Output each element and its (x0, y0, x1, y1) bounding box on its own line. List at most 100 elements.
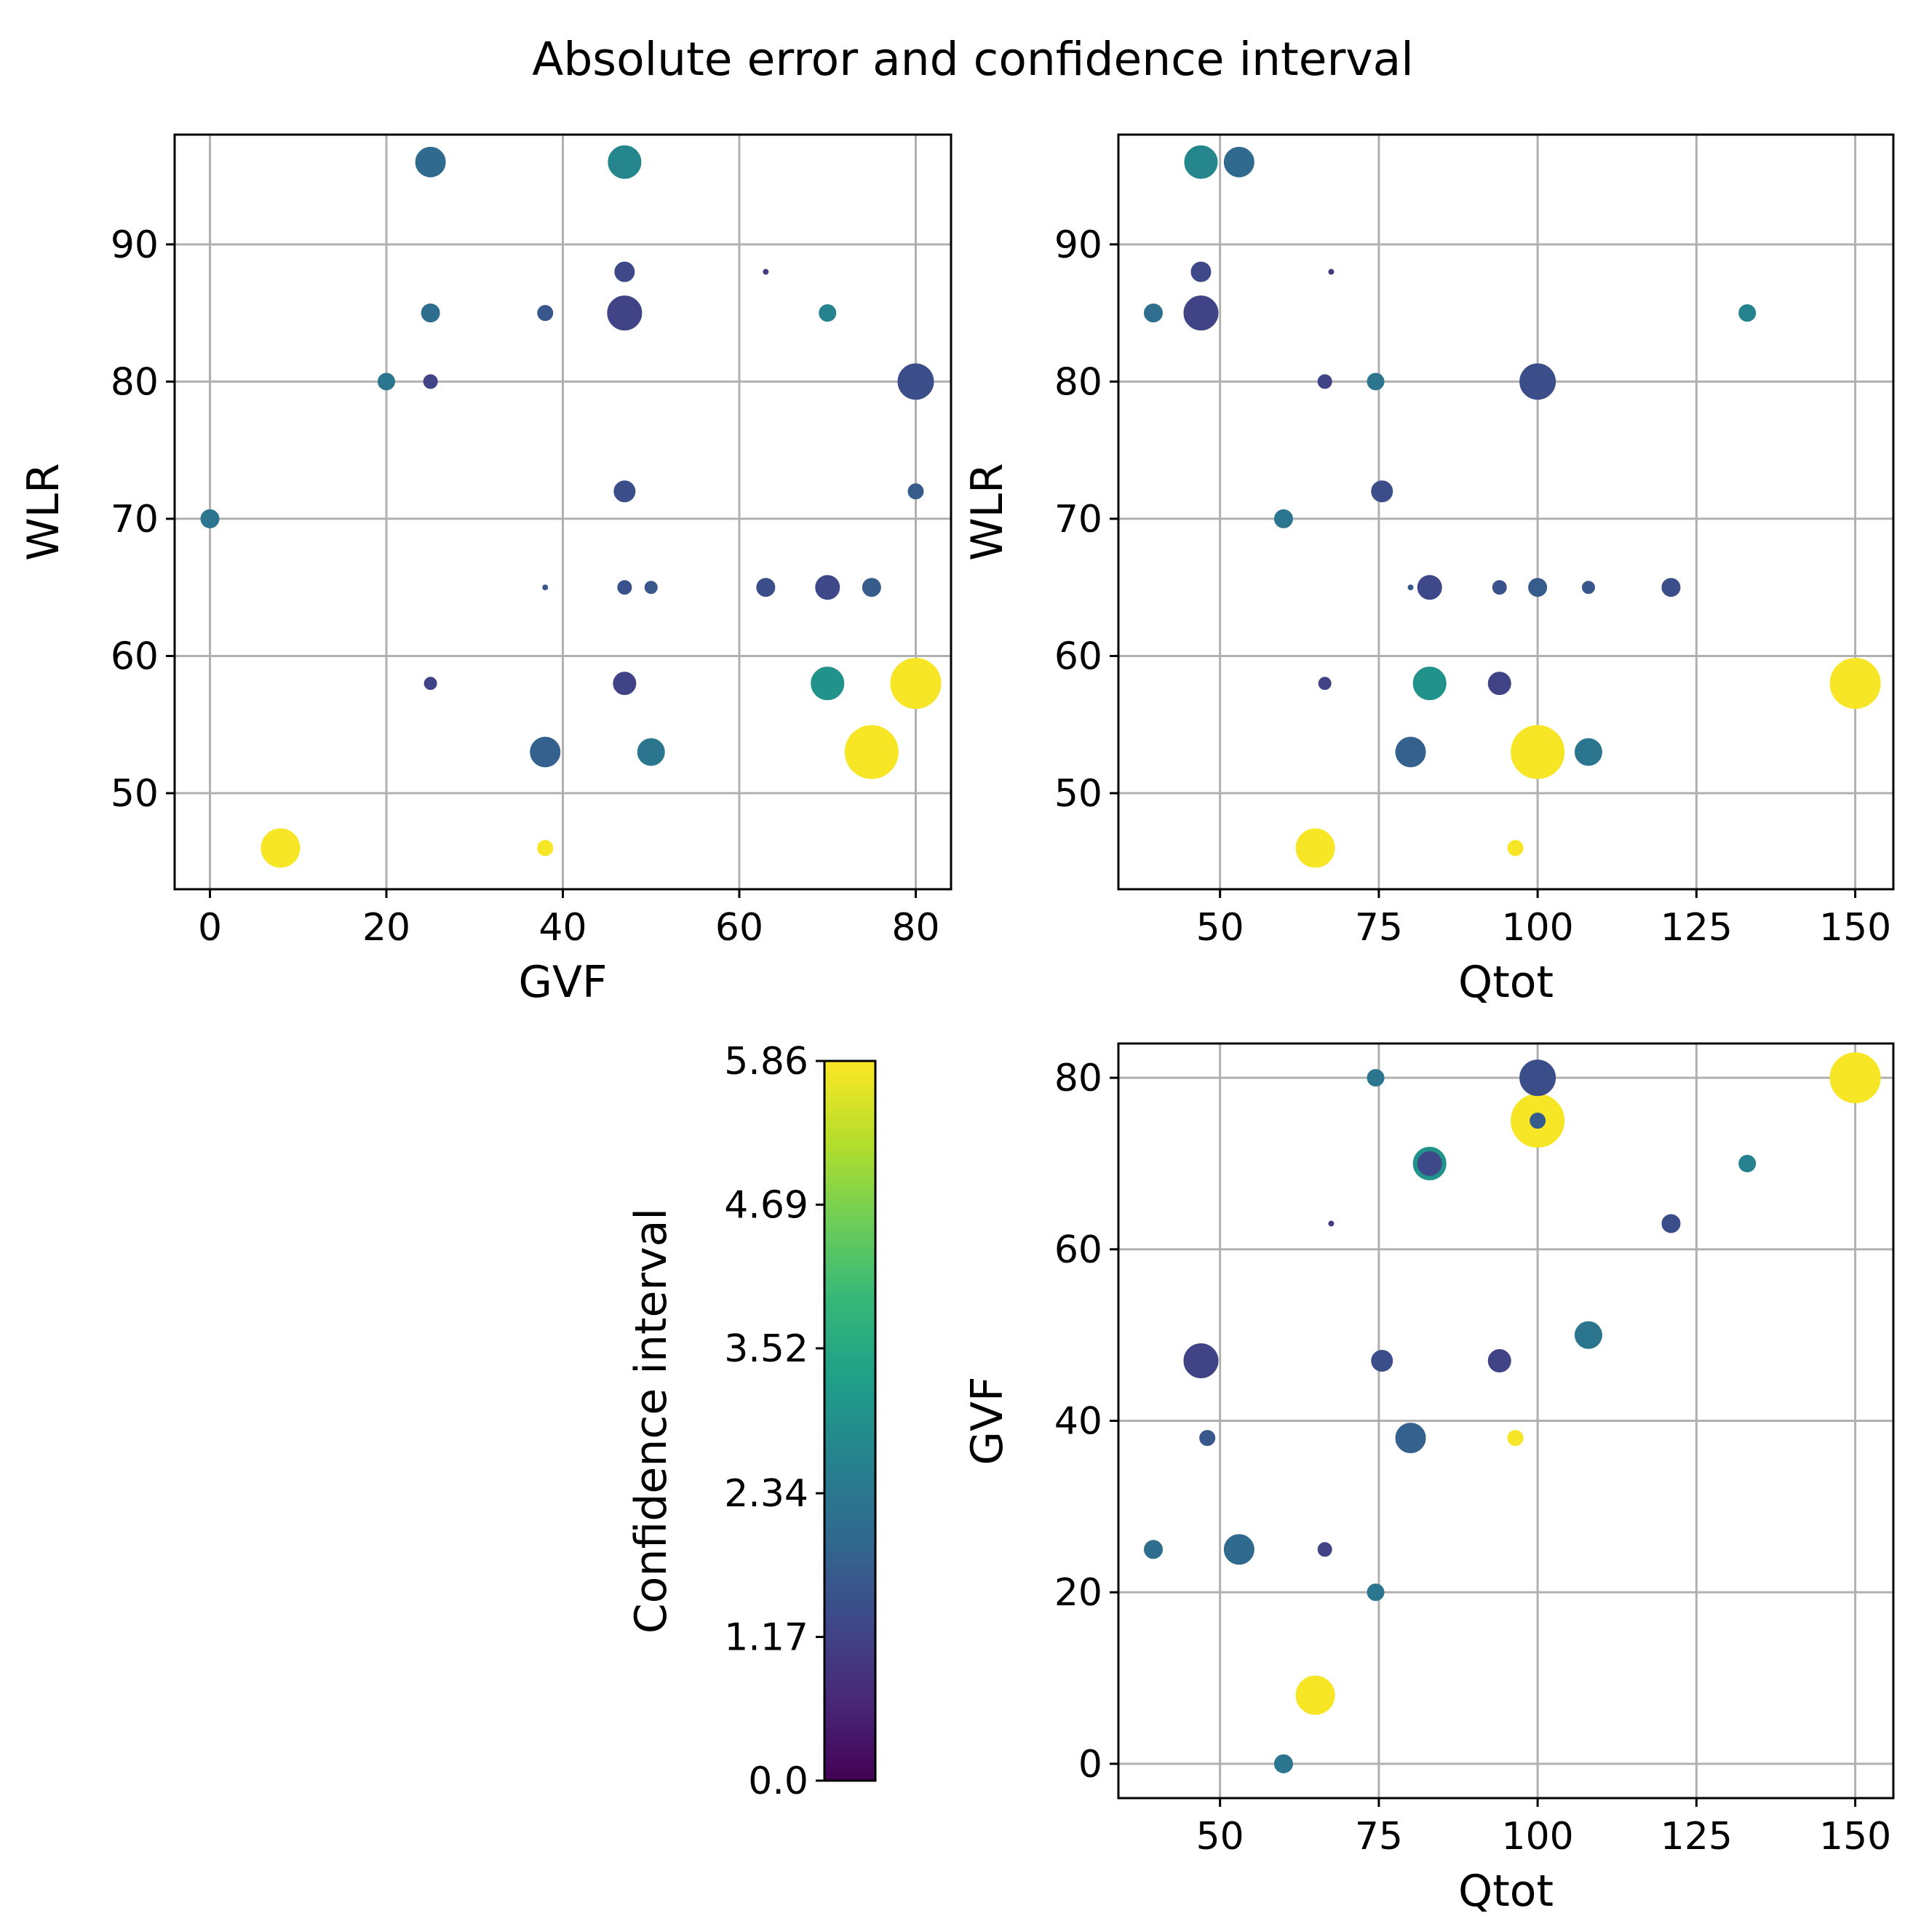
scatter-point (617, 580, 632, 595)
scatter-point (1184, 145, 1218, 179)
y-axis-label: GVF (962, 1376, 1013, 1465)
scatter-point (1417, 575, 1442, 600)
scatter-point (862, 578, 881, 597)
scatter-point (1223, 146, 1254, 178)
colorbar-tick-label: 4.69 (724, 1183, 808, 1227)
y-tick-label: 80 (111, 360, 159, 404)
y-tick-label: 80 (1054, 1057, 1102, 1100)
scatter-point (1144, 303, 1164, 323)
scatter-point (907, 483, 924, 500)
scatter-point (756, 578, 776, 597)
y-tick-label: 70 (111, 498, 159, 541)
y-tick-label: 60 (111, 635, 159, 678)
colorbar-tick-label: 5.86 (724, 1040, 808, 1084)
scatter-point (608, 145, 642, 179)
scatter-point (260, 828, 301, 868)
scatter-point (1199, 1430, 1216, 1447)
scatter-point (415, 146, 446, 178)
x-tick-label: 100 (1502, 1815, 1574, 1859)
scatter-point (1511, 725, 1565, 779)
panel-gvf-vs-qtot: 50 75 100 125 150 0 20 40 60 80 Qtot GVF (962, 1042, 1895, 1917)
scatter-point (819, 304, 837, 322)
scatter-point (421, 303, 440, 323)
scatter-point (637, 738, 665, 766)
scatter-point (537, 305, 554, 322)
scatter-point (1273, 1754, 1293, 1773)
scatter-point (1328, 1220, 1335, 1227)
scatter-point (763, 269, 769, 275)
scatter-point (1528, 578, 1548, 597)
scatter-point (1507, 840, 1524, 856)
colorbar-tick-label: 2.34 (724, 1472, 808, 1516)
scatter-point (1574, 1321, 1602, 1349)
x-tick-label: 150 (1819, 1815, 1891, 1859)
x-tick-label: 40 (538, 906, 586, 950)
scatter-point (897, 363, 934, 400)
scatter-point (423, 374, 438, 389)
scatter-point (613, 480, 636, 503)
y-tick-label: 50 (111, 772, 159, 816)
x-tick-label: 75 (1355, 906, 1403, 950)
scatter-point (1661, 578, 1681, 597)
panel-wlr-vs-qtot: 50 75 100 125 150 50 60 70 80 90 Qtot WLR (962, 133, 1895, 1008)
scatter-point (844, 725, 899, 779)
scatter-point (1367, 1069, 1385, 1087)
scatter-point (1487, 672, 1511, 696)
scatter-point (607, 295, 643, 331)
colorbar-label: Confidence interval (626, 1208, 677, 1634)
y-tick-label: 50 (1054, 772, 1102, 816)
y-axis-label: WLR (962, 463, 1013, 560)
scatter-point (1367, 1583, 1385, 1602)
scatter-point (1371, 1350, 1393, 1372)
scatter-point (1738, 1154, 1757, 1172)
scatter-point (811, 667, 845, 701)
scatter-point (1395, 736, 1426, 768)
x-tick-label: 60 (715, 906, 763, 950)
scatter-point (1273, 509, 1293, 528)
y-tick-label: 0 (1078, 1743, 1102, 1786)
scatter-point (1407, 584, 1414, 591)
scatter-point (1317, 1542, 1332, 1557)
x-tick-label: 50 (1196, 906, 1244, 950)
colorbar-gradient (824, 1061, 875, 1781)
y-tick-label: 80 (1054, 360, 1102, 404)
x-tick-label: 50 (1196, 1815, 1244, 1859)
y-tick-label: 60 (1054, 635, 1102, 678)
x-tick-label: 150 (1819, 906, 1891, 950)
panel-wlr-vs-gvf: 0 20 40 60 80 50 60 70 80 90 GVF WLR (18, 133, 952, 1008)
scatter-point (1519, 363, 1556, 400)
scatter-point (1829, 1052, 1881, 1104)
plot-frame (1117, 133, 1895, 891)
y-tick-label: 90 (1054, 223, 1102, 267)
scatter-point (1144, 1540, 1164, 1559)
scatter-point (378, 373, 395, 391)
scatter-point (1492, 580, 1507, 595)
colorbar-tick-label: 1.17 (724, 1616, 808, 1660)
scatter-point (890, 658, 942, 709)
scatter-point (1412, 667, 1447, 701)
scatter-point (542, 584, 549, 591)
y-tick-label: 90 (111, 223, 159, 267)
x-tick-label: 125 (1660, 906, 1733, 950)
scatter-point (537, 840, 554, 856)
y-axis-label: WLR (18, 463, 69, 560)
scatter-point (1371, 480, 1393, 503)
scatter-point (1661, 1214, 1681, 1233)
scatter-point (1530, 1113, 1546, 1129)
x-axis-label: Qtot (1458, 1866, 1554, 1917)
y-tick-label: 20 (1054, 1571, 1102, 1615)
x-tick-label: 20 (362, 906, 410, 950)
scatter-point (1183, 1343, 1219, 1379)
colorbar: 0.0 1.17 2.34 3.52 4.69 5.86 Confidence interv… (626, 1040, 877, 1803)
scatter-point (1581, 581, 1595, 595)
scatter-point (1223, 1534, 1254, 1565)
y-tick-label: 40 (1054, 1400, 1102, 1444)
scatter-point (1738, 304, 1757, 322)
x-tick-label: 0 (198, 906, 222, 950)
scatter-point (1507, 1430, 1524, 1447)
scatter-point (1318, 677, 1332, 691)
colorbar-frame (823, 1060, 877, 1782)
scatter-point (644, 581, 658, 595)
scatter-point (1317, 374, 1332, 389)
